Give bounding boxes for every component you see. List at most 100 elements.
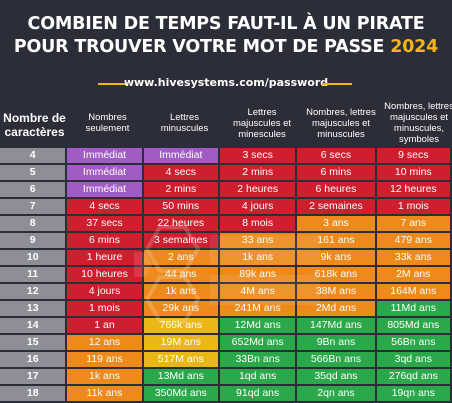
time-cell: 50 mins: [143, 199, 218, 214]
time-cell: Immédiat: [143, 148, 218, 163]
time-cell: 91qd ans: [220, 386, 296, 401]
time-cell: 4 jours: [67, 284, 142, 299]
time-cell: 1k ans: [67, 369, 142, 384]
time-cell: 766k ans: [143, 318, 218, 333]
header-upper-lower: Lettres majuscules et minescules: [232, 106, 292, 140]
time-cell: 89k ans: [220, 267, 296, 282]
time-cell: 37 secs: [67, 216, 142, 231]
time-cell: 9 secs: [376, 148, 450, 163]
table-row: 17 1k ans 13Md ans 1qd ans 35qd ans 276qd ans: [0, 369, 450, 384]
time-cell: 6 mins: [67, 233, 142, 248]
time-cell: 12Md ans: [220, 318, 296, 333]
time-cell: 618k ans: [297, 267, 375, 282]
table-row: 11 10 heures 44 ans 89k ans 618k ans 2M ans: [0, 267, 450, 282]
time-cell: 4 secs: [67, 199, 142, 214]
time-cell: 1 heure: [67, 250, 142, 265]
time-cell: 1k ans: [143, 284, 218, 299]
time-cell: 6 heures: [297, 182, 375, 197]
time-cell: 1 an: [67, 318, 142, 333]
row-characters-cell: 9: [0, 233, 66, 248]
table-row: 5 Immédiat 4 secs 2 mins 6 mins 10 mins: [0, 165, 450, 180]
time-cell: Immédiat: [67, 182, 142, 197]
time-cell: 479 ans: [376, 233, 450, 248]
time-cell: 10 mins: [376, 165, 450, 180]
time-cell: 38M ans: [297, 284, 375, 299]
title-year: 2024: [390, 37, 439, 57]
row-characters-cell: 14: [0, 318, 66, 333]
url-divider-right: [322, 83, 352, 85]
table-row: 18 11k ans 350Md ans 91qd ans 2qn ans 19qn an…: [0, 386, 450, 401]
time-cell: 2qn ans: [297, 386, 375, 401]
header-characters: Nombre de caractères: [3, 111, 66, 139]
site-url: www.hivesystems.com/password: [123, 76, 329, 89]
time-cell: 9k ans: [297, 250, 375, 265]
time-cell: 7 ans: [376, 216, 450, 231]
table-row: 16 119 ans 517M ans 33Bn ans 566Bn ans 3qd an…: [0, 352, 450, 367]
row-characters-cell: 11: [0, 267, 66, 282]
table-row: 6 Immédiat 2 mins 2 heures 6 heures 12 heures: [0, 182, 450, 197]
table-row: 14 1 an 766k ans 12Md ans 147Md ans 805Md ans: [0, 318, 450, 333]
time-cell: 2 ans: [143, 250, 218, 265]
row-characters-cell: 13: [0, 301, 66, 316]
time-cell: 11Md ans: [376, 301, 450, 316]
time-cell: 3qd ans: [376, 352, 450, 367]
time-cell: 276qd ans: [376, 369, 450, 384]
time-cell: 4M ans: [220, 284, 296, 299]
time-cell: 19M ans: [143, 335, 218, 350]
time-cell: 3 ans: [297, 216, 375, 231]
header-numbers-only: Nombres seulement: [85, 112, 130, 134]
time-cell: 1 mois: [67, 301, 142, 316]
time-cell: 350Md ans: [143, 386, 218, 401]
time-cell: 12 heures: [376, 182, 450, 197]
row-characters-cell: 4: [0, 148, 66, 163]
table-row: 12 4 jours 1k ans 4M ans 38M ans 164M ans: [0, 284, 450, 299]
table-row: 4 Immédiat Immédiat 3 secs 6 secs 9 secs: [0, 148, 450, 163]
time-cell: 805Md ans: [376, 318, 450, 333]
time-cell: 2 mins: [220, 165, 296, 180]
time-cell: 241M ans: [220, 301, 296, 316]
row-characters-cell: 6: [0, 182, 66, 197]
row-characters-cell: 8: [0, 216, 66, 231]
time-cell: 9Bn ans: [297, 335, 375, 350]
time-cell: 164M ans: [376, 284, 450, 299]
time-cell: 29k ans: [143, 301, 218, 316]
time-cell: 147Md ans: [297, 318, 375, 333]
time-cell: 2 semaines: [297, 199, 375, 214]
time-cell: 4 jours: [220, 199, 296, 214]
time-cell: 1 mois: [376, 199, 450, 214]
time-cell: 119 ans: [67, 352, 142, 367]
row-characters-cell: 10: [0, 250, 66, 265]
time-cell: 35qd ans: [297, 369, 375, 384]
page-title-line2: POUR TROUVER VOTRE MOT DE PASSE 2024: [0, 37, 452, 58]
time-cell: 12 ans: [67, 335, 142, 350]
time-cell: 13Md ans: [143, 369, 218, 384]
time-cell: 2 heures: [220, 182, 296, 197]
table-row: 8 37 secs 22 heures 8 mois 3 ans 7 ans: [0, 216, 450, 231]
time-cell: 22 heures: [143, 216, 218, 231]
time-cell: 4 secs: [143, 165, 218, 180]
table-row: 10 1 heure 2 ans 1k ans 9k ans 33k ans: [0, 250, 450, 265]
time-cell: 8 mois: [220, 216, 296, 231]
row-characters-cell: 16: [0, 352, 66, 367]
title-text: POUR TROUVER VOTRE MOT DE PASSE: [13, 37, 385, 57]
time-cell: 2M ans: [376, 267, 450, 282]
table-row: 15 12 ans 19M ans 652Md ans 9Bn ans 56Bn ans: [0, 335, 450, 350]
time-cell: 3 secs: [220, 148, 296, 163]
time-cell: 33 ans: [220, 233, 296, 248]
header-lowercase: Lettres minuscules: [160, 112, 209, 134]
time-cell: 2Md ans: [297, 301, 375, 316]
time-cell: 6 mins: [297, 165, 375, 180]
row-characters-cell: 15: [0, 335, 66, 350]
page-title-line1: COMBIEN DE TEMPS FAUT-IL À UN PIRATE: [27, 14, 425, 34]
time-cell: 161 ans: [297, 233, 375, 248]
time-cell: 19qn ans: [376, 386, 450, 401]
row-characters-cell: 12: [0, 284, 66, 299]
row-characters-cell: 18: [0, 386, 66, 401]
password-time-table: 4 Immédiat Immédiat 3 secs 6 secs 9 secs 5 Immé…: [0, 146, 452, 403]
time-cell: 1qd ans: [220, 369, 296, 384]
url-divider-left: [98, 83, 128, 85]
time-cell: Immédiat: [67, 165, 142, 180]
time-cell: 566Bn ans: [297, 352, 375, 367]
